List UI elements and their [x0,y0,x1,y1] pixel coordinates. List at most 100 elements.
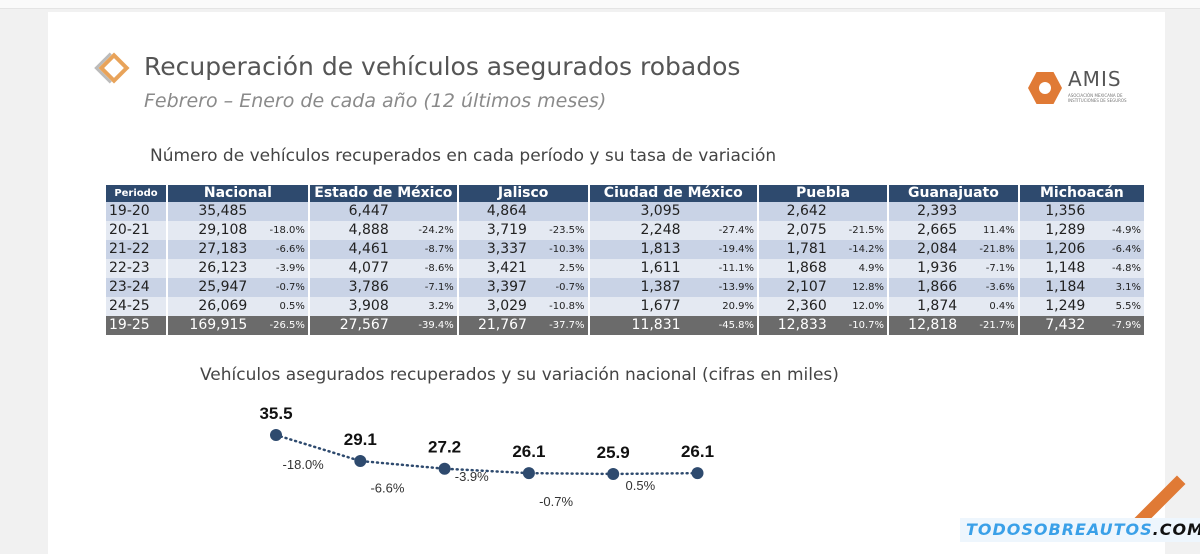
table-row: 24-25 26,069 0.5% 3,908 3.2% 3,029 -10.8% 1,677… [106,297,1146,316]
value-cell: 2,107 [758,278,835,297]
period-cell: 23-24 [106,278,168,297]
value-cell: 3,095 [588,202,689,221]
value-cell: 2,248 [588,221,689,240]
data-point [438,462,451,475]
variation-cell: -39.4% [396,316,459,335]
variation-cell: -18.0% [255,221,310,240]
value-cell: 1,874 [888,297,966,316]
data-point [522,467,535,480]
variation-cell: -8.7% [396,240,459,259]
top-bar [0,0,1200,9]
value-cell: 3,719 [457,221,535,240]
value-cell: 4,864 [457,202,535,221]
data-point [691,467,704,480]
variation-cell: 5.5% [1093,297,1146,316]
column-header: Nacional [167,185,310,202]
variation-cell: -0.7% [534,278,590,297]
variation-cell: -11.1% [688,259,760,278]
value-cell: 1,813 [588,240,689,259]
variation-cell: 12.8% [834,278,890,297]
variation-cell: 2.5% [534,259,590,278]
value-cell: 1,387 [588,278,689,297]
variation-cell: -21.5% [834,221,890,240]
variation-cell: -7.1% [396,278,459,297]
table-row: 22-23 26,123 -3.9% 4,077 -8.6% 3,421 2.5% 1,611… [106,259,1146,278]
value-cell: 4,461 [308,240,397,259]
variation-cell: -6.4% [1093,240,1146,259]
variation-cell [1093,202,1146,221]
value-cell: 1,289 [1018,221,1094,240]
value-cell: 3,337 [457,240,535,259]
value-cell: 1,866 [888,278,966,297]
period-cell: 19-20 [106,202,168,221]
value-cell: 12,833 [758,316,835,335]
value-cell: 3,908 [308,297,397,316]
data-label: 25.9 [597,443,630,462]
table-row: 23-24 25,947 -0.7% 3,786 -7.1% 3,397 -0.7% 1,38… [106,278,1146,297]
variation-cell: -24.2% [396,221,459,240]
value-cell: 4,077 [308,259,397,278]
variation-cell: -19.4% [688,240,760,259]
value-cell: 2,642 [758,202,835,221]
data-point [270,429,282,441]
column-header: Periodo [106,185,168,202]
variation-cell: -4.8% [1093,259,1146,278]
value-cell: 6,447 [308,202,397,221]
watermark: TODOSOBREAUTOS.COM [960,518,1200,542]
column-header: Michoacán [1018,185,1147,202]
table-row: 21-22 27,183 -6.6% 4,461 -8.7% 3,337 -10.3% 1,8… [106,240,1146,259]
logo-name: AMIS [1068,67,1122,91]
variation-cell: -37.7% [534,316,590,335]
value-cell: 21,767 [457,316,535,335]
value-cell: 3,397 [457,278,535,297]
value-cell: 1,611 [588,259,689,278]
variation-cell: -26.5% [255,316,310,335]
logo-subtext: ASOCIACIÓN MEXICANA DE INSTITUCIONES DE … [1068,93,1127,103]
variation-cell: -7.1% [965,259,1020,278]
variation-cell: -10.8% [534,297,590,316]
period-cell: 20-21 [106,221,168,240]
value-cell: 2,075 [758,221,835,240]
value-cell: 2,084 [888,240,966,259]
data-point [354,454,367,467]
table-row: 20-21 29,108 -18.0% 4,888 -24.2% 3,719 -23.5% 2… [106,221,1146,240]
variation-cell [834,202,890,221]
variation-cell: 3.2% [396,297,459,316]
variation-cell: -13.9% [688,278,760,297]
page-subtitle: Febrero – Enero de cada año (12 últimos … [144,90,607,112]
data-table: Periodo Nacional Estado de México Jalisco Ci… [106,185,1147,335]
variation-cell: -14.2% [834,240,890,259]
watermark-text: TODOSOBREAUTOS [966,520,1153,539]
data-label: 26.1 [681,442,714,461]
variation-cell: -27.4% [688,221,760,240]
value-cell: 2,393 [888,202,966,221]
value-cell: 2,665 [888,221,966,240]
page-title: Recuperación de vehículos asegurados rob… [144,52,741,81]
period-cell: 21-22 [106,240,168,259]
value-cell: 2,360 [758,297,835,316]
value-cell: 1,677 [588,297,689,316]
value-cell: 4,888 [308,221,397,240]
data-label: 26.1 [512,442,545,461]
variation-cell: -45.8% [688,316,760,335]
value-cell: 3,421 [457,259,535,278]
variation-cell: 20.9% [688,297,760,316]
variation-cell: -23.5% [534,221,590,240]
value-cell: 1,781 [758,240,835,259]
watermark-domain: .COM [1152,520,1200,539]
series-line [274,433,699,476]
period-cell: 19-25 [106,316,168,335]
data-label: 27.2 [428,438,461,457]
variation-cell: -10.7% [834,316,890,335]
value-cell: 169,915 [167,316,256,335]
value-cell: 27,567 [308,316,397,335]
value-cell: 25,947 [167,278,256,297]
variation-cell: 11.4% [965,221,1020,240]
variation-cell [255,202,310,221]
variation-cell [534,202,590,221]
period-cell: 24-25 [106,297,168,316]
variation-cell: -8.6% [396,259,459,278]
data-label: 35.5 [259,404,292,423]
value-cell: 1,249 [1018,297,1094,316]
value-cell: 26,069 [167,297,256,316]
